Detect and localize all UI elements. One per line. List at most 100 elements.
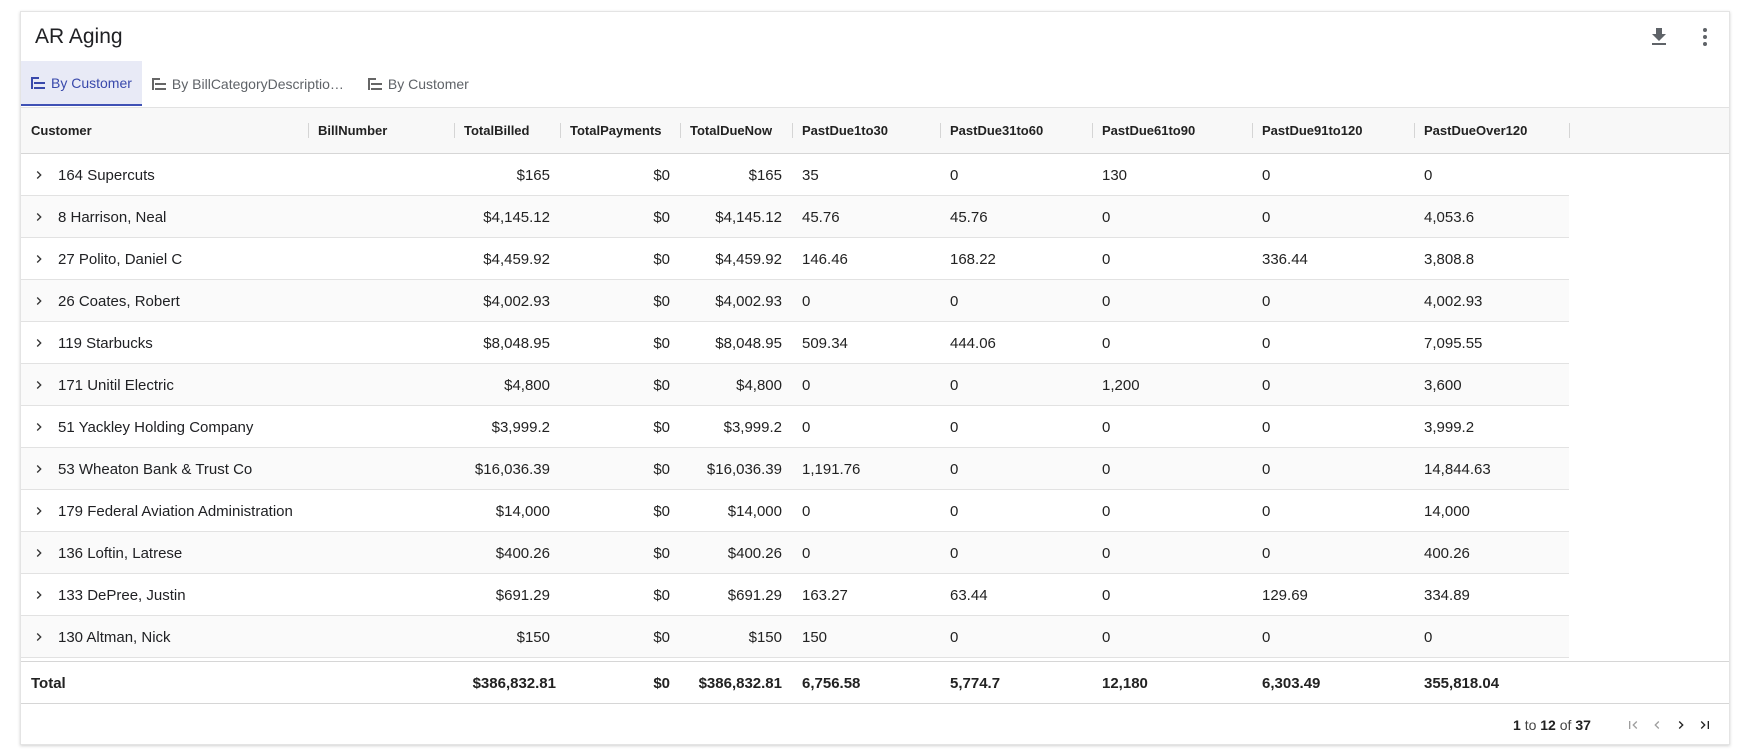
cell-pastdue1to30: 0 [802, 418, 811, 436]
chevron-right-icon[interactable] [30, 166, 48, 184]
cell-customer: 26 Coates, Robert [58, 292, 180, 310]
column-header-totalpayments[interactable]: TotalPayments [570, 123, 662, 138]
table-row[interactable]: 26 Coates, Robert $4,002.93 $0 $4,002.93 0 0 0… [21, 280, 1569, 322]
column-separator[interactable] [560, 123, 561, 138]
tab-by-customer[interactable]: By Customer [21, 61, 142, 106]
table-row[interactable]: 8 Harrison, Neal $4,145.12 $0 $4,145.12 45.7… [21, 196, 1569, 238]
table-row[interactable]: 53 Wheaton Bank & Trust Co $16,036.39 $0 $1… [21, 448, 1569, 490]
column-separator[interactable] [1252, 123, 1253, 138]
chevron-right-icon[interactable] [30, 250, 48, 268]
table-row[interactable]: 133 DePree, Justin $691.29 $0 $691.29 163.27… [21, 574, 1569, 616]
cell-pastdue61to90: 0 [1102, 460, 1111, 478]
column-separator[interactable] [680, 123, 681, 138]
cell-totalpayments: $0 [653, 166, 670, 184]
total-pastdueover120: 355,818.04 [1424, 674, 1500, 692]
cell-totalbilled: $16,036.39 [474, 460, 550, 478]
table-row[interactable]: 51 Yackley Holding Company $3,999.2 $0 $3,9… [21, 406, 1569, 448]
tree-list-icon [31, 76, 45, 89]
cell-pastdue91to120: 0 [1262, 376, 1271, 394]
chevron-right-icon[interactable] [30, 628, 48, 646]
chevron-right-icon[interactable] [30, 586, 48, 604]
cell-pastdueover120: 3,999.2 [1424, 418, 1475, 436]
chevron-right-icon[interactable] [30, 418, 48, 436]
table-row[interactable]: 27 Polito, Daniel C $4,459.92 $0 $4,459.92 1… [21, 238, 1569, 280]
column-header-customer[interactable]: Customer [31, 123, 92, 138]
cell-pastdue31to60: 0 [950, 376, 959, 394]
cell-pastdue91to120: 0 [1262, 418, 1271, 436]
cell-pastdue91to120: 0 [1262, 544, 1271, 562]
cell-totalpayments: $0 [653, 334, 670, 352]
column-separator[interactable] [1092, 123, 1093, 138]
column-header-totaldue-now[interactable]: TotalDueNow [690, 123, 773, 138]
total-due-now: $386,832.81 [698, 674, 782, 692]
cell-pastdue91to120: 0 [1262, 166, 1271, 184]
cell-pastdue61to90: 0 [1102, 292, 1111, 310]
column-separator[interactable] [1414, 123, 1415, 138]
chevron-right-icon[interactable] [30, 376, 48, 394]
cell-totalbilled: $150 [516, 628, 550, 646]
column-header-pastdueover120[interactable]: PastDueOver120 [1424, 123, 1528, 138]
tab-label: By BillCategoryDescription… [171, 75, 348, 92]
download-icon[interactable] [1645, 23, 1673, 51]
cell-pastdue61to90: 0 [1102, 502, 1111, 520]
chevron-right-icon[interactable] [30, 292, 48, 310]
column-separator[interactable] [454, 123, 455, 138]
more-vert-icon[interactable] [1691, 23, 1719, 51]
cell-totalbilled: $3,999.2 [491, 418, 550, 436]
column-header-pastdue61to90[interactable]: PastDue61to90 [1102, 123, 1196, 138]
cell-pastdue1to30: 509.34 [802, 334, 848, 352]
last-page-icon[interactable] [1695, 715, 1715, 735]
cell-pastdue1to30: 163.27 [802, 586, 848, 604]
cell-pastdueover120: 0 [1424, 166, 1433, 184]
cell-pastdueover120: 3,808.8 [1424, 250, 1475, 268]
cell-totalbilled: $4,459.92 [483, 250, 550, 268]
tab-label: By Customer [51, 74, 132, 91]
tab-by-customer-2[interactable]: By Customer [358, 61, 479, 106]
table-row[interactable]: 119 Starbucks $8,048.95 $0 $8,048.95 509.34 4… [21, 322, 1569, 364]
table-row[interactable]: 164 Supercuts $165 $0 $165 35 0 130 0 0 [21, 154, 1569, 196]
first-page-icon[interactable] [1623, 715, 1643, 735]
next-page-icon[interactable] [1671, 715, 1691, 735]
cell-totalbilled: $165 [516, 166, 550, 184]
cell-customer: 130 Altman, Nick [58, 628, 171, 646]
cell-totaldue-now: $8,048.95 [715, 334, 782, 352]
column-header-pastdue1to30[interactable]: PastDue1to30 [802, 123, 888, 138]
cell-pastdue31to60: 168.22 [950, 250, 996, 268]
column-header-pastdue91to120[interactable]: PastDue91to120 [1262, 123, 1363, 138]
cell-totalpayments: $0 [653, 544, 670, 562]
column-separator[interactable] [1569, 123, 1570, 138]
table-row[interactable]: 130 Altman, Nick $150 $0 $150 150 0 0 0 0 [21, 616, 1569, 658]
cell-pastdueover120: 3,600 [1424, 376, 1462, 394]
cell-pastdue91to120: 0 [1262, 292, 1271, 310]
tab-by-bill-category[interactable]: By BillCategoryDescription… [142, 61, 358, 106]
chevron-right-icon[interactable] [30, 460, 48, 478]
grid-header: Customer BillNumber TotalBilled TotalPay… [21, 107, 1729, 154]
table-row[interactable]: 179 Federal Aviation Administration $14,0… [21, 490, 1569, 532]
chevron-right-icon[interactable] [30, 544, 48, 562]
cell-pastdue91to120: 129.69 [1262, 586, 1308, 604]
chevron-right-icon[interactable] [30, 502, 48, 520]
chevron-right-icon[interactable] [30, 208, 48, 226]
table-row[interactable]: 171 Unitil Electric $4,800 $0 $4,800 0 0 1,200… [21, 364, 1569, 406]
cell-pastdue1to30: 0 [802, 502, 811, 520]
column-separator[interactable] [792, 123, 793, 138]
cell-totalbilled: $4,800 [504, 376, 550, 394]
chevron-right-icon[interactable] [30, 334, 48, 352]
cell-totaldue-now: $4,459.92 [715, 250, 782, 268]
column-separator[interactable] [308, 123, 309, 138]
column-header-pastdue31to60[interactable]: PastDue31to60 [950, 123, 1044, 138]
previous-page-icon[interactable] [1647, 715, 1667, 735]
cell-pastdue61to90: 0 [1102, 628, 1111, 646]
column-header-billnumber[interactable]: BillNumber [318, 123, 388, 138]
column-separator[interactable] [940, 123, 941, 138]
cell-pastdue61to90: 0 [1102, 544, 1111, 562]
cell-pastdueover120: 7,095.55 [1424, 334, 1483, 352]
table-row[interactable]: 136 Loftin, Latrese $400.26 $0 $400.26 0 0 0 0 4… [21, 532, 1569, 574]
tab-label: By Customer [387, 75, 469, 92]
column-header-totalbilled[interactable]: TotalBilled [464, 123, 530, 138]
cell-pastdue1to30: 0 [802, 544, 811, 562]
cell-totaldue-now: $16,036.39 [706, 460, 782, 478]
card-header: AR Aging [21, 12, 1729, 60]
cell-customer: 164 Supercuts [58, 166, 155, 184]
cell-totaldue-now: $4,002.93 [715, 292, 782, 310]
